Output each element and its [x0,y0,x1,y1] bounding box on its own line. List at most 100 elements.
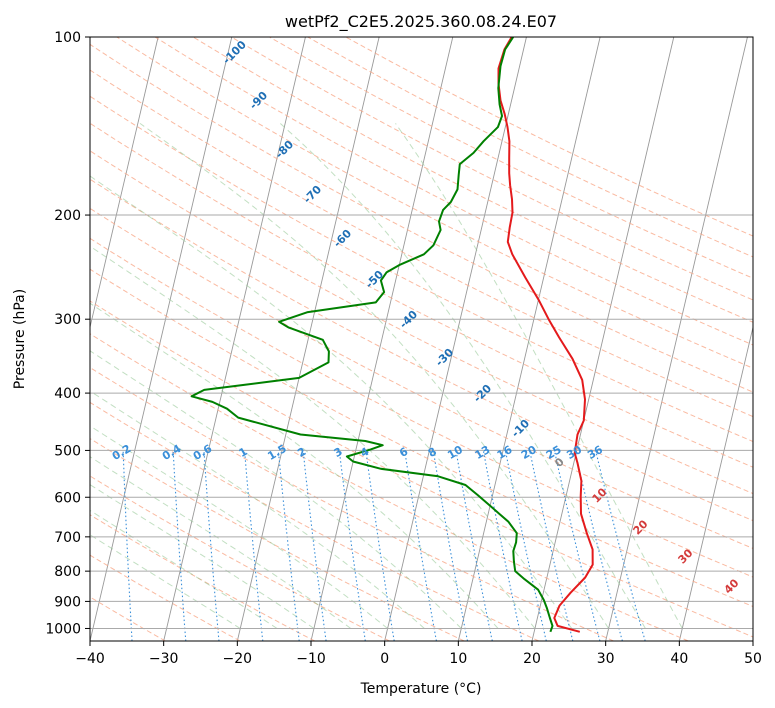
y-tick-label: 500 [54,443,81,459]
dry-adiabat-line [90,268,753,608]
dry-adiabat-label: -70 [301,183,324,206]
dry-adiabat-line [90,475,390,641]
mixing-ratio-label: 30 [564,443,584,462]
dry-adiabat-line [307,37,753,258]
mixing-ratio-line [529,450,574,641]
moist-adiabat-line [279,123,646,629]
isotherm-line [236,37,380,641]
dry-adiabat-line [90,69,753,418]
dry-adiabat-line [90,554,241,641]
y-tick-label: 300 [54,312,81,328]
y-axis: 100 200 300 400 500 600 700 800 900 1000 [45,30,90,637]
isotherm-line [678,325,753,641]
mixing-ratio-line [203,450,220,641]
mixing-ratio-line [504,450,547,641]
y-tick-label: 1000 [45,621,81,637]
dry-adiabat-line [90,43,753,393]
isotherm-line [310,37,454,641]
dry-adiabat-line [116,37,753,369]
x-tick-label: 10 [449,651,467,667]
mixing-ratio-line [338,450,366,641]
dry-adiabat-line [90,95,753,443]
dry-adiabat-line [90,150,753,495]
x-tick-label: 20 [523,651,541,667]
mixing-ratio-label: 0.4 [160,442,184,463]
y-tick-label: 800 [54,564,81,580]
x-tick-label: 30 [597,651,615,667]
mixing-ratio-label: 6 [397,445,410,460]
isotherm-line [90,37,233,641]
dry-adiabat-line [90,333,689,641]
moist-adiabat-line [90,302,499,629]
moist-adiabat-line [139,122,610,629]
x-tick-label: −30 [149,651,179,667]
isotherm-line [752,639,753,641]
dry-adiabat-line [90,438,465,641]
isotherm-line [457,37,601,641]
x-tick-label: −10 [296,651,326,667]
isobar-grid [90,37,753,629]
dry-adiabat-line [90,596,166,641]
x-axis-label: Temperature (°C) [360,681,482,697]
dry-adiabat-line [90,122,753,468]
x-tick-label: −40 [75,651,105,667]
mixing-ratio-label: 0.6 [191,442,215,463]
mixing-ratio-line [432,450,469,641]
mixing-ratio-label: 1.5 [265,442,288,463]
background-lines [0,37,753,641]
moist-adiabat-line [90,350,462,629]
dry-adiabat-line [192,37,753,323]
moist-adiabat-line [90,534,241,629]
series-group [190,37,594,633]
mixing-ratio-line [553,450,601,641]
dry-adiabat-label: -20 [471,382,494,405]
x-axis: −40 −30 −20 −10 0 10 20 30 40 50 [75,641,762,667]
x-tick-label: 0 [380,651,389,667]
dry-adiabat-line [90,237,753,578]
dry-adiabat-label: 10 [590,485,610,505]
mixing-ratio-label: 0.2 [110,442,133,463]
dry-adiabat-label: 40 [722,576,742,596]
chart-title: wetPf2_C2E5.2025.360.08.24.E07 [285,12,557,32]
mixing-ratio-label: 3 [332,445,345,460]
mixing-ratio-line [302,450,327,641]
moist-adiabat-line [90,390,425,629]
y-axis-label: Pressure (hPa) [12,289,28,389]
moist-adiabat-line [90,484,315,629]
mixing-ratio-line [243,450,264,641]
dry-adiabat-line [90,178,753,522]
mixing-ratio-label: 2 [295,445,308,460]
mixing-ratio-line [172,450,187,641]
dry-adiabat-label: -100 [220,38,249,67]
y-tick-label: 700 [54,530,81,546]
isotherm-line [531,37,675,641]
isotherm-line [90,37,159,330]
dry-adiabat-line [90,300,753,638]
y-tick-label: 900 [54,594,81,610]
mixing-ratio-line [595,450,646,641]
moist-adiabat-line [90,456,352,629]
mixing-ratio-label: 16 [495,443,515,462]
y-tick-label: 400 [54,386,81,402]
mixing-ratio-line [365,450,395,641]
mixing-ratio-label: 1 [237,445,250,460]
isotherm-line [384,37,527,641]
moist-adiabat-line [90,509,278,629]
x-tick-label: 50 [744,651,762,667]
moist-adiabat-line [90,425,388,629]
mixing-ratio-label: 4 [358,445,371,460]
dry-adiabat-label: -80 [273,138,296,161]
temperature-profile [497,37,594,633]
isotherm-line [163,37,306,641]
moist-adiabat-line [395,123,683,629]
y-tick-label: 600 [54,490,81,506]
isotherm-line [605,37,748,641]
isotherm-line [0,37,11,641]
x-tick-label: −20 [223,651,253,667]
plot-frame [89,36,754,642]
mixing-ratio-labels: 0.1 0.2 0.4 0.6 1 1.5 2 3 4 6 8 10 13 16 20 25 30 36 [110,442,605,463]
mixing-ratio-line [482,450,523,641]
mixing-ratio-line [574,450,623,641]
dry-adiabat-line [154,37,753,346]
